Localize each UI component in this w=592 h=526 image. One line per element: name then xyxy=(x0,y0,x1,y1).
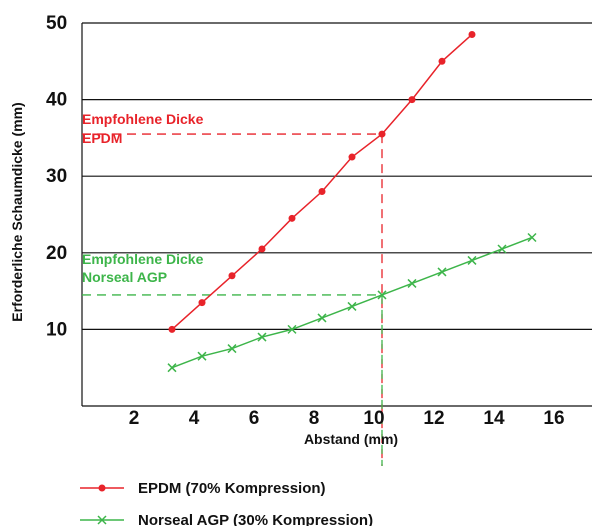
x-axis-label: Abstand (mm) xyxy=(304,431,398,447)
y-tick-label: 30 xyxy=(46,166,67,187)
legend-norseal-label: Norseal AGP (30% Kompression) xyxy=(138,512,373,526)
legend-item-norseal: Norseal AGP (30% Kompression) xyxy=(80,512,373,526)
annotation-norseal-line-1: Empfohlene Dicke xyxy=(82,251,204,267)
data-point xyxy=(408,96,416,104)
y-tick-label: 40 xyxy=(46,90,67,111)
data-point xyxy=(438,57,446,65)
data-point xyxy=(377,290,387,300)
annotation-epdm-line-1: Empfohlene Dicke xyxy=(82,111,204,127)
data-point xyxy=(378,130,386,138)
data-point xyxy=(467,255,477,265)
legend-epdm-marker xyxy=(98,484,106,492)
x-tick-label: 6 xyxy=(249,408,260,429)
x-tick-label: 14 xyxy=(483,408,505,429)
data-point xyxy=(197,351,207,361)
series-line xyxy=(171,33,473,330)
annotation-epdm: Empfohlene Dicke EPDM xyxy=(82,111,204,146)
legend-norseal-marker xyxy=(97,515,107,525)
data-point xyxy=(198,299,206,307)
data-point xyxy=(257,332,267,342)
data-point xyxy=(468,30,476,38)
data-point xyxy=(318,188,326,196)
y-tick-label: 50 xyxy=(46,13,67,34)
legend-epdm-label: EPDM (70% Kompression) xyxy=(138,480,326,497)
y-tick-label: 20 xyxy=(46,243,67,264)
data-point xyxy=(317,313,327,323)
annotation-norseal-line-2: Norseal AGP xyxy=(82,269,167,285)
data-point xyxy=(407,278,417,288)
data-point xyxy=(258,245,266,253)
y-axis-label: Erforderliche Schaumdicke (mm) xyxy=(9,102,25,321)
data-point xyxy=(228,272,236,280)
y-tick-label: 10 xyxy=(46,319,67,340)
data-point xyxy=(348,153,356,161)
data-point xyxy=(288,214,296,222)
data-point xyxy=(527,232,537,243)
x-tick-label: 10 xyxy=(363,408,384,429)
data-point xyxy=(227,344,237,354)
y-tick-labels: 10 20 30 40 50 xyxy=(46,13,67,340)
data-point xyxy=(437,267,447,277)
series-line xyxy=(171,236,533,369)
x-tick-label: 2 xyxy=(129,408,140,429)
x-tick-label: 8 xyxy=(309,408,320,429)
reference-lines xyxy=(82,133,383,466)
grid-lines xyxy=(81,22,592,407)
data-point xyxy=(167,363,177,373)
data-point xyxy=(168,325,176,333)
data-point xyxy=(287,324,297,334)
annotation-norseal: Empfohlene Dicke Norseal AGP xyxy=(82,251,204,285)
x-tick-labels: 2 4 6 8 10 12 14 16 xyxy=(129,408,565,429)
series-group xyxy=(167,30,537,373)
data-point xyxy=(497,244,507,254)
x-tick-label: 4 xyxy=(189,408,200,429)
x-tick-label: 16 xyxy=(543,408,564,429)
legend: EPDM (70% Kompression) Norseal AGP (30% … xyxy=(80,480,373,526)
data-point xyxy=(347,301,357,311)
annotation-epdm-line-2: EPDM xyxy=(82,130,122,146)
x-tick-label: 12 xyxy=(423,408,444,429)
legend-item-epdm: EPDM (70% Kompression) xyxy=(80,480,326,497)
